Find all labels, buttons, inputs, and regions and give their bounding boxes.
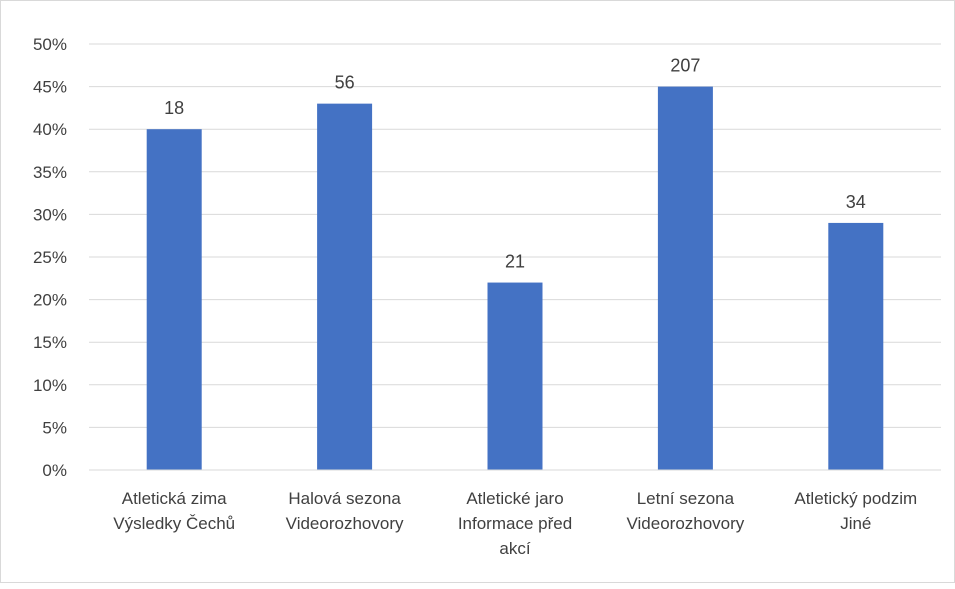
x-tick-label: Jiné — [840, 514, 871, 533]
x-tick-label: Halová sezona — [288, 489, 401, 508]
x-tick-label: akcí — [499, 539, 530, 558]
data-label: 56 — [335, 73, 355, 93]
y-tick-label: 25% — [33, 248, 67, 267]
x-tick-label: Informace před — [458, 514, 572, 533]
y-tick-label: 45% — [33, 78, 67, 97]
y-axis-tick-labels: 0% 5% 10% 15% 20% 25% 30% 35% 40% 45% 50% — [33, 35, 67, 480]
x-axis-tick-labels: Atletická zima Výsledky Čechů Halová sezon… — [113, 489, 917, 558]
bar — [146, 129, 202, 470]
y-tick-label: 0% — [42, 461, 67, 480]
x-tick-label: Atletický podzim — [794, 489, 917, 508]
data-labels: 18 56 21 207 34 — [164, 56, 866, 272]
y-tick-label: 30% — [33, 205, 67, 224]
bar — [317, 103, 373, 470]
bar — [657, 86, 713, 470]
data-label: 18 — [164, 98, 184, 118]
y-tick-label: 15% — [33, 333, 67, 352]
x-tick-label: Letní sezona — [637, 489, 735, 508]
y-tick-label: 10% — [33, 376, 67, 395]
y-tick-label: 50% — [33, 35, 67, 54]
gridlines — [89, 43, 941, 428]
bars — [146, 86, 884, 470]
data-label: 207 — [670, 56, 700, 76]
bar — [828, 222, 884, 470]
y-tick-label: 5% — [42, 418, 67, 437]
y-tick-label: 40% — [33, 120, 67, 139]
data-label: 21 — [505, 252, 525, 272]
x-tick-label: Výsledky Čechů — [113, 514, 235, 533]
bar — [487, 282, 543, 470]
x-tick-label: Videorozhovory — [286, 514, 404, 533]
y-tick-label: 35% — [33, 163, 67, 182]
x-tick-label: Videorozhovory — [626, 514, 744, 533]
x-tick-label: Atletická zima — [122, 489, 227, 508]
y-tick-label: 20% — [33, 291, 67, 310]
x-tick-label: Atletické jaro — [466, 489, 563, 508]
data-label: 34 — [846, 192, 866, 212]
